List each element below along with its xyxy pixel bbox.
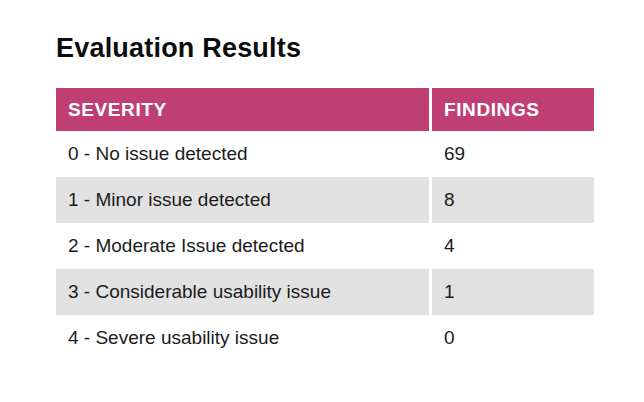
- page-title: Evaluation Results: [56, 33, 644, 63]
- severity-cell: 1 - Minor issue detected: [56, 177, 429, 223]
- table-row: 4 - Severe usability issue 0: [56, 315, 594, 361]
- severity-cell: 0 - No issue detected: [56, 131, 429, 177]
- severity-cell: 2 - Moderate Issue detected: [56, 223, 429, 269]
- column-header-findings: FINDINGS: [429, 88, 594, 131]
- findings-cell: 1: [429, 269, 594, 315]
- findings-cell: 4: [429, 223, 594, 269]
- table-row: 2 - Moderate Issue detected 4: [56, 223, 594, 269]
- severity-cell: 3 - Considerable usability issue: [56, 269, 429, 315]
- severity-cell: 4 - Severe usability issue: [56, 315, 429, 361]
- table-row: 1 - Minor issue detected 8: [56, 177, 594, 223]
- table-header-row: SEVERITY FINDINGS: [56, 88, 594, 131]
- evaluation-results-table: SEVERITY FINDINGS 0 - No issue detected …: [56, 88, 594, 361]
- table-row: 3 - Considerable usability issue 1: [56, 269, 594, 315]
- findings-cell: 8: [429, 177, 594, 223]
- column-header-severity: SEVERITY: [56, 88, 429, 131]
- findings-cell: 0: [429, 315, 594, 361]
- page: Evaluation Results SEVERITY FINDINGS 0 -…: [0, 0, 644, 361]
- table-row: 0 - No issue detected 69: [56, 131, 594, 177]
- findings-cell: 69: [429, 131, 594, 177]
